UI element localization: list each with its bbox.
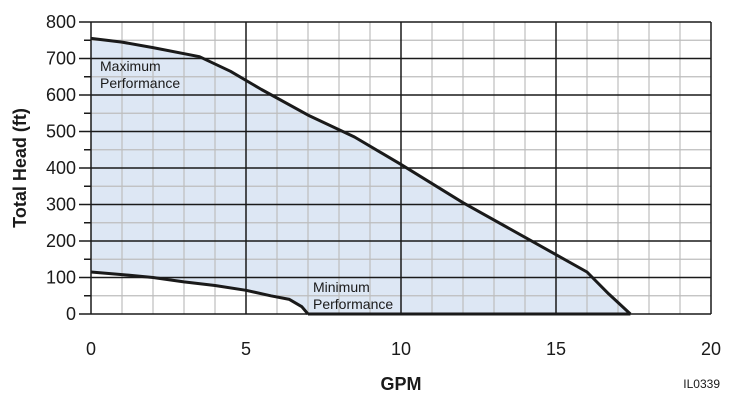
y-tick-label: 800 xyxy=(46,12,76,32)
x-tick-label: 5 xyxy=(241,339,251,359)
maximum-performance-line xyxy=(90,36,632,316)
y-tick-label: 500 xyxy=(46,122,76,142)
y-axis-title: Total Head (ft) xyxy=(10,108,30,228)
min-performance-annotation-line2: Performance xyxy=(313,296,393,312)
max-performance-annotation-line2: Performance xyxy=(100,75,180,91)
y-tick-labels: 0 100 200 300 400 500 600 700 800 xyxy=(46,12,76,324)
y-tick-label: 200 xyxy=(46,231,76,251)
max-performance-annotation: Maximum Performance xyxy=(100,58,180,91)
max-performance-annotation-line1: Maximum xyxy=(100,58,161,74)
x-axis-title: GPM xyxy=(380,374,421,394)
performance-envelope-fill xyxy=(91,38,631,315)
y-tick-label: 0 xyxy=(66,304,76,324)
y-tick-label: 300 xyxy=(46,195,76,215)
x-tick-label: 20 xyxy=(701,339,721,359)
x-tick-label: 10 xyxy=(391,339,411,359)
min-performance-annotation-line1: Minimum xyxy=(313,279,370,295)
y-tick-label: 700 xyxy=(46,49,76,69)
figure-code: IL0339 xyxy=(683,377,720,391)
x-tick-label: 15 xyxy=(546,339,566,359)
y-tick-label: 600 xyxy=(46,85,76,105)
y-tick-label: 400 xyxy=(46,158,76,178)
plot-area xyxy=(79,21,712,316)
minimum-performance-line xyxy=(90,270,310,315)
x-tick-label: 0 xyxy=(86,339,96,359)
x-tick-labels: 0 5 10 15 20 xyxy=(86,339,721,359)
y-axis-ticks xyxy=(79,21,91,315)
y-tick-label: 100 xyxy=(46,268,76,288)
min-performance-annotation: Minimum Performance xyxy=(313,279,393,312)
